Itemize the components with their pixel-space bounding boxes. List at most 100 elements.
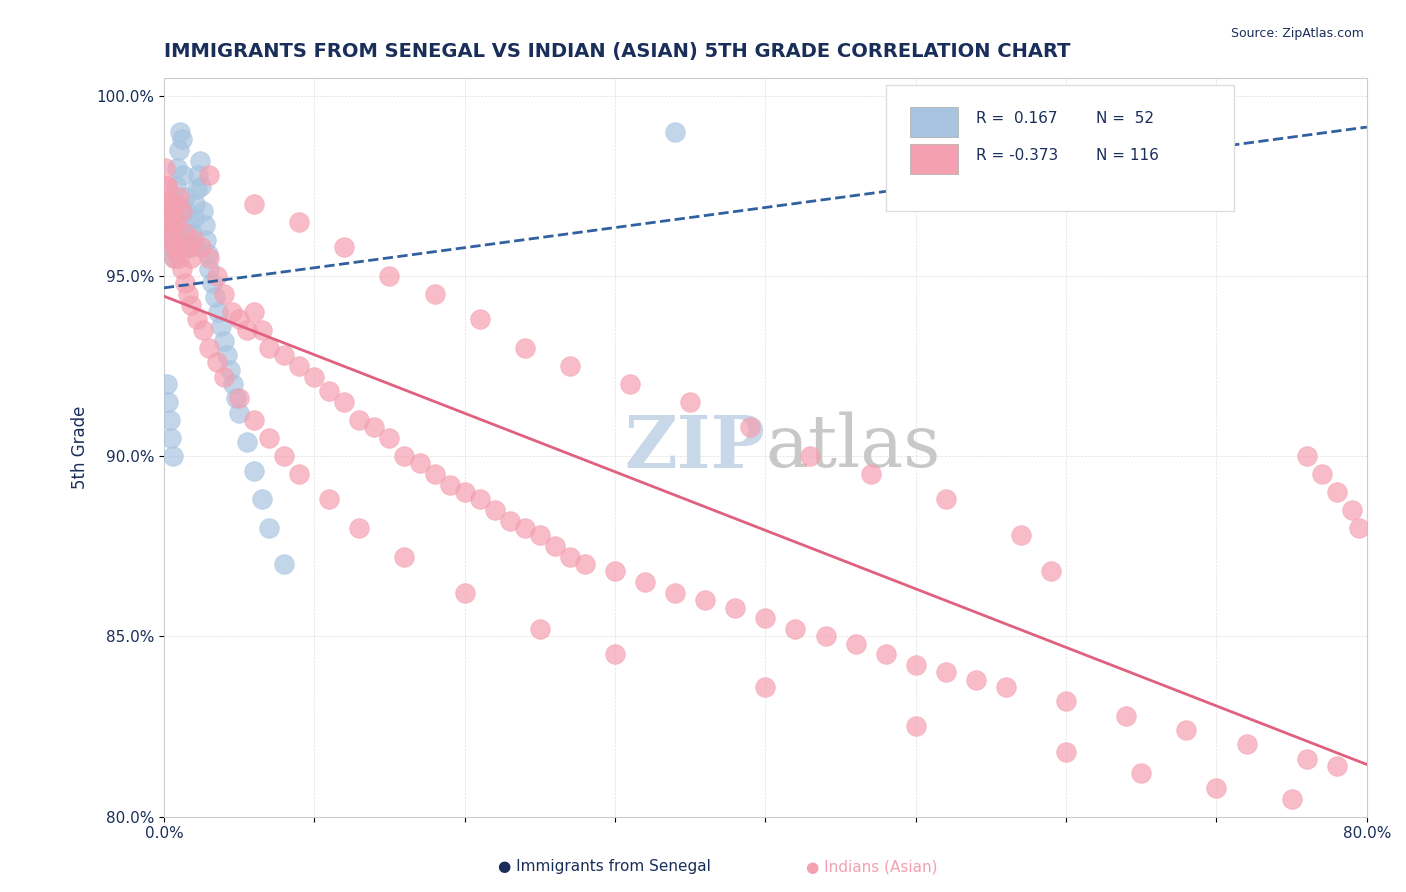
- Point: [235, 434, 257, 449]
- Point: [243, 196, 266, 211]
- Point: [1348, 521, 1371, 535]
- Point: [212, 369, 235, 384]
- Point: [1326, 759, 1348, 773]
- Point: [198, 168, 221, 182]
- Point: [225, 392, 247, 406]
- Point: [190, 178, 212, 193]
- Point: [170, 132, 193, 146]
- Point: [1340, 503, 1362, 517]
- Point: [904, 88, 927, 103]
- Text: ● Indians (Asian): ● Indians (Asian): [806, 859, 938, 874]
- Point: [875, 648, 897, 662]
- FancyBboxPatch shape: [886, 85, 1234, 211]
- Point: [484, 503, 506, 517]
- Point: [544, 539, 567, 553]
- Point: [1130, 766, 1153, 780]
- Point: [197, 247, 219, 261]
- Point: [172, 168, 194, 182]
- Point: [965, 673, 987, 687]
- Point: [180, 298, 202, 312]
- Point: [183, 233, 205, 247]
- Point: [176, 204, 198, 219]
- Point: [1205, 780, 1227, 795]
- Point: [408, 456, 430, 470]
- Point: [157, 395, 180, 409]
- Text: atlas: atlas: [765, 412, 941, 483]
- Point: [250, 323, 273, 337]
- Point: [423, 467, 446, 482]
- Point: [243, 463, 266, 477]
- Text: R = -0.373: R = -0.373: [976, 148, 1059, 162]
- Point: [157, 196, 180, 211]
- Point: [183, 211, 205, 226]
- Point: [193, 219, 215, 233]
- Point: [333, 240, 356, 254]
- Point: [785, 622, 807, 636]
- Point: [163, 251, 186, 265]
- Point: [740, 420, 762, 434]
- Point: [318, 384, 340, 399]
- Point: [378, 431, 401, 445]
- Point: [994, 680, 1017, 694]
- Text: N =  52: N = 52: [1097, 111, 1154, 126]
- Point: [165, 215, 187, 229]
- Point: [558, 359, 581, 373]
- Point: [845, 636, 868, 650]
- Point: [174, 189, 197, 203]
- Point: [221, 305, 243, 319]
- Point: [664, 586, 686, 600]
- Point: [1281, 791, 1303, 805]
- Text: N = 116: N = 116: [1097, 148, 1159, 162]
- Point: [212, 334, 235, 348]
- Point: [157, 196, 180, 211]
- Point: [664, 125, 686, 139]
- Point: [1054, 745, 1077, 759]
- Point: [499, 514, 522, 528]
- Point: [162, 204, 184, 219]
- Point: [181, 226, 204, 240]
- Point: [160, 233, 183, 247]
- Point: [349, 521, 371, 535]
- Point: [814, 629, 837, 643]
- Point: [257, 341, 280, 355]
- Point: [187, 168, 209, 182]
- Point: [859, 467, 882, 482]
- Point: [273, 449, 295, 463]
- Point: [394, 549, 416, 564]
- Point: [155, 233, 177, 247]
- Point: [1175, 723, 1198, 737]
- Point: [177, 240, 200, 254]
- Point: [157, 196, 180, 211]
- Point: [204, 291, 226, 305]
- Point: [904, 719, 927, 733]
- Point: [174, 226, 197, 240]
- Point: [198, 251, 221, 265]
- Point: [1295, 752, 1317, 766]
- Point: [198, 261, 221, 276]
- Point: [423, 286, 446, 301]
- Point: [288, 467, 311, 482]
- Point: [191, 323, 214, 337]
- Point: [156, 215, 179, 229]
- Point: [603, 648, 626, 662]
- Point: [304, 369, 326, 384]
- Point: [935, 665, 957, 680]
- Point: [179, 233, 201, 247]
- Point: [394, 449, 416, 463]
- Point: [177, 286, 200, 301]
- Point: [453, 485, 475, 500]
- Text: IMMIGRANTS FROM SENEGAL VS INDIAN (ASIAN) 5TH GRADE CORRELATION CHART: IMMIGRANTS FROM SENEGAL VS INDIAN (ASIAN…: [165, 42, 1070, 61]
- Point: [558, 549, 581, 564]
- Point: [163, 251, 186, 265]
- Point: [513, 341, 536, 355]
- Point: [634, 575, 657, 590]
- Point: [165, 178, 187, 193]
- Point: [180, 240, 202, 254]
- Point: [619, 377, 641, 392]
- Text: Source: ZipAtlas.com: Source: ZipAtlas.com: [1230, 27, 1364, 40]
- Point: [160, 215, 183, 229]
- Point: [243, 413, 266, 427]
- Point: [603, 565, 626, 579]
- Point: [333, 395, 356, 409]
- Point: [190, 240, 212, 254]
